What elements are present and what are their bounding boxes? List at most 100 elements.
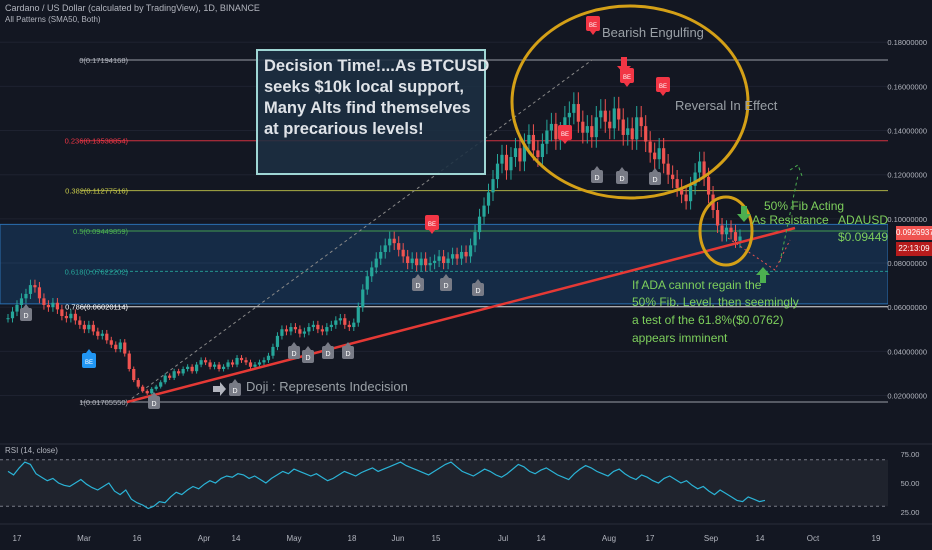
condition-note-2: 50% Fib. Level, then seemingly — [632, 295, 799, 309]
candle-body — [635, 117, 639, 140]
candle-body — [442, 256, 446, 264]
candle-body — [159, 382, 163, 387]
marker-pointer — [619, 167, 625, 171]
marker-pointer — [590, 31, 596, 35]
candle-body — [666, 163, 670, 175]
marker-text: BE — [589, 23, 597, 29]
candle-body — [145, 391, 149, 394]
trend-line — [126, 226, 796, 404]
marker-pointer — [23, 304, 29, 308]
rsi-band — [0, 459, 888, 507]
candle-body — [42, 298, 46, 305]
time-tick: 14 — [232, 534, 241, 543]
candle-body — [630, 128, 634, 140]
candle-body — [495, 163, 500, 180]
bearish-engulfing-label: Bearish Engulfing — [602, 25, 704, 40]
candle-body — [693, 172, 697, 186]
pattern-markers: BE BE BE BE BE BE D D D D D D D D D D D D D — [20, 16, 670, 409]
candle-body — [468, 245, 473, 257]
marker-pointer — [562, 140, 568, 144]
candle-body — [87, 324, 91, 330]
candle-body — [477, 216, 482, 233]
candle-body — [513, 148, 518, 158]
marker-text: D — [594, 175, 599, 182]
candle-body — [352, 322, 356, 328]
candle-body — [316, 324, 320, 330]
candle-body — [379, 251, 383, 259]
candle-body — [594, 117, 598, 138]
candle-body — [733, 232, 738, 241]
candle-body — [540, 143, 545, 158]
candle-body — [33, 285, 37, 288]
candle-body — [10, 311, 15, 319]
doji-label: Doji : Represents Indecision — [246, 379, 408, 394]
candle-body — [289, 327, 293, 332]
doji-marker — [591, 170, 603, 183]
candle-body — [212, 364, 217, 367]
candle-body — [307, 327, 311, 332]
condition-note-4: appears imminent — [632, 331, 728, 345]
annotation-line-1: Decision Time!...As BTCUSD — [264, 57, 490, 75]
marker-text: D — [291, 351, 296, 358]
doji-marker — [616, 171, 628, 184]
candle-body — [320, 329, 324, 332]
candle-body — [55, 302, 59, 310]
candle-body — [244, 360, 248, 363]
candle-body — [28, 285, 33, 294]
candle-body — [397, 243, 401, 250]
marker-pointer — [443, 274, 449, 278]
marker-pointer — [475, 279, 481, 283]
candle-body — [114, 344, 118, 350]
candle-body — [82, 324, 86, 330]
candle-body — [455, 254, 459, 259]
candle-body — [266, 355, 271, 361]
candle-body — [150, 388, 154, 394]
candle-body — [248, 362, 253, 367]
time-tick: 14 — [756, 534, 765, 543]
doji-pointer-icon — [213, 382, 226, 396]
time-tick: 15 — [432, 534, 441, 543]
annotation-line-3: Many Alts find themselves — [264, 99, 471, 117]
candle-body — [446, 258, 450, 264]
green-up-arrow-icon — [756, 267, 770, 283]
candle-body — [706, 176, 711, 195]
candle-body — [221, 366, 226, 370]
candle-body — [715, 210, 720, 226]
candle-body — [6, 318, 10, 320]
time-tick: May — [286, 534, 301, 543]
doji-marker — [20, 308, 32, 321]
time-tick: Aug — [602, 534, 616, 543]
rsi-tick: 50.00 — [901, 479, 920, 488]
candle-body — [648, 141, 652, 153]
candle-body — [356, 307, 360, 323]
time-tick: 17 — [13, 534, 22, 543]
candle-body — [671, 174, 675, 180]
marker-text: D — [443, 283, 448, 290]
candle-body — [729, 227, 733, 233]
condition-note-1: If ADA cannot regain the — [632, 278, 762, 292]
marker-text: BE — [85, 360, 93, 366]
candle-body — [230, 362, 235, 365]
marker-text: BE — [659, 84, 667, 90]
candles — [6, 92, 742, 395]
candle-body — [590, 126, 594, 138]
candle-body — [612, 108, 616, 129]
candle-body — [621, 119, 625, 135]
candle-body — [136, 380, 140, 387]
candle-body — [329, 324, 333, 328]
candle-body — [500, 154, 504, 164]
candle-body — [433, 260, 437, 264]
candle-body — [608, 121, 612, 129]
candle-body — [284, 329, 289, 332]
candle-body — [536, 150, 540, 158]
candle-body — [572, 104, 576, 113]
marker-text: D — [415, 283, 420, 290]
price-tick: 0.10000000 — [887, 215, 927, 224]
doji-marker — [229, 383, 241, 396]
candle-body — [199, 360, 203, 365]
candle-body — [24, 293, 28, 299]
candle-body — [338, 318, 342, 321]
marker-pointer — [652, 168, 658, 172]
